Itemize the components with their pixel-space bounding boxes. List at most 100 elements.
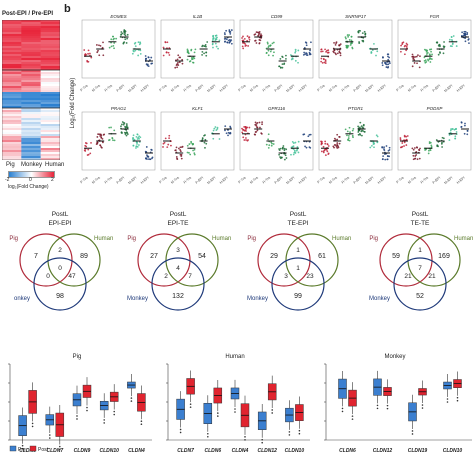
scatter-point <box>305 146 308 149</box>
heatmap-cell <box>2 50 22 53</box>
scatter-point <box>452 35 455 37</box>
scatter-point <box>451 38 453 41</box>
heatmap-cell <box>2 54 22 57</box>
venn-circle-human <box>165 233 219 287</box>
boxplot-outlier <box>298 429 301 432</box>
boxplot-outlier <box>456 396 459 399</box>
heatmap-cell <box>21 136 41 139</box>
heatmap-cell <box>2 42 22 45</box>
scatter-point <box>259 39 262 42</box>
scatter-point <box>430 48 433 51</box>
scatter-point <box>309 133 312 136</box>
scatter-point <box>267 138 270 141</box>
scatter-point <box>87 49 90 52</box>
scatter-point <box>416 158 419 161</box>
heatmap-cell <box>40 62 60 65</box>
heatmap-cell <box>40 56 60 59</box>
venn-title-2: EPI-TE <box>168 220 190 227</box>
scatter-point <box>225 132 228 135</box>
venn-circle-pig <box>19 233 73 287</box>
scatter-point <box>138 135 141 138</box>
boxplot-outlier <box>86 406 88 409</box>
scatter-point <box>134 49 137 52</box>
scatter-point <box>324 142 327 145</box>
venn-circle-monkey <box>271 257 325 311</box>
heatmap-cell <box>2 48 22 51</box>
scatter-point <box>332 50 335 53</box>
scatter-point <box>427 58 429 61</box>
scatter-point <box>283 63 285 66</box>
scatter-point <box>430 144 433 147</box>
boxplot-outlier <box>386 404 389 407</box>
venn-diagram: PostL TE-EPI Pig Human Monkey 29 61 99 1 3 23 1 <box>247 211 351 311</box>
heatmap-cell <box>40 80 60 83</box>
scatter-point <box>87 148 90 151</box>
heatmap-cell <box>21 78 41 81</box>
boxplot-outlier <box>421 407 424 409</box>
scatter-point <box>137 54 140 57</box>
heatmap-cell <box>21 148 41 151</box>
scatter-point <box>278 149 281 152</box>
scatter-point <box>412 148 415 151</box>
heatmap-cell <box>21 120 41 123</box>
heatmap-cell <box>2 152 22 155</box>
scatter-point <box>113 47 115 50</box>
scatter-point <box>188 151 190 154</box>
scatter-point <box>415 146 418 149</box>
scatter-point <box>414 56 417 58</box>
scatter-point <box>205 142 208 145</box>
scatter-point <box>322 145 325 148</box>
scatter-point <box>176 58 179 61</box>
scatter-point <box>111 137 114 140</box>
heatmap-cell <box>40 32 60 35</box>
scatter-x-tick: M-EPI <box>206 84 216 93</box>
scatter-point <box>415 55 418 58</box>
panel-b-ylabel: Log₂(Fold Change) <box>70 77 76 129</box>
venn-label-monkey: Monkey <box>369 296 390 302</box>
scatter-point <box>294 50 297 53</box>
scatter-x-tick: P-Tra <box>395 176 404 185</box>
scatter-point <box>345 45 348 48</box>
heatmap-cell <box>40 72 60 75</box>
venn-label-monkey: onkey <box>14 296 30 302</box>
scatter-point <box>464 30 467 33</box>
heatmap-cell <box>21 90 41 93</box>
heatmap-cell <box>21 134 41 137</box>
scatter-point <box>244 43 247 45</box>
scatter-point <box>204 146 206 149</box>
scatter-point <box>370 144 373 147</box>
scatter-point <box>168 54 171 56</box>
scatter-point <box>176 63 179 66</box>
venn-count-pig-monkey: 0 <box>46 273 50 280</box>
venn-count-human-monkey: 23 <box>306 273 314 280</box>
heatmap-cell <box>21 108 41 111</box>
scatter-point <box>133 138 136 141</box>
scatter-point <box>310 41 312 44</box>
scatter-point <box>350 42 352 44</box>
scatter-point <box>254 121 257 124</box>
scatter-point <box>427 152 430 155</box>
scatter-point <box>443 41 445 43</box>
heatmap-cell <box>21 150 41 153</box>
scatter-point <box>150 62 153 65</box>
venn-title-1: PostL <box>290 211 307 218</box>
scatter-gene-title: GPR116 <box>268 106 285 111</box>
scatter-point <box>327 152 330 155</box>
scatter-point <box>453 128 456 131</box>
heatmap-cell <box>21 118 41 121</box>
heatmap-cell <box>2 122 22 125</box>
scatter-x-tick: H-EPI <box>377 84 387 93</box>
scatter-point <box>334 52 337 55</box>
scatter-point <box>297 140 300 143</box>
scatter-point <box>186 50 189 52</box>
scatter-point <box>327 51 330 54</box>
scatter-point <box>305 52 308 55</box>
heatmap-cell <box>21 142 41 145</box>
venn-circle-human <box>407 233 461 287</box>
venn-count-pig: 29 <box>270 253 278 260</box>
scatter-gene-title: PRAG1 <box>111 106 127 111</box>
boxplot-gene-label: CLDN19 <box>408 448 428 454</box>
scatter-point <box>126 37 129 40</box>
scatter-point <box>245 137 247 139</box>
scatter-point <box>246 139 249 142</box>
